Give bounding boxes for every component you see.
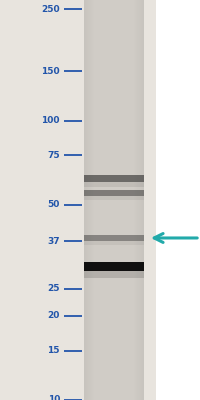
Bar: [141, 0, 142, 400]
Text: 25: 25: [47, 284, 60, 293]
Text: 250: 250: [41, 5, 60, 14]
Bar: [90, 0, 91, 400]
Bar: [142, 0, 143, 400]
Bar: [92, 0, 93, 400]
Text: 10: 10: [48, 396, 60, 400]
Bar: [84, 182, 144, 187]
Bar: [89, 0, 90, 400]
Text: 75: 75: [47, 151, 60, 160]
Bar: [84, 271, 144, 278]
Bar: [140, 0, 141, 400]
Bar: [84, 262, 144, 271]
Bar: [86, 0, 87, 400]
Text: 100: 100: [41, 116, 60, 125]
Bar: [88, 0, 89, 400]
Bar: [84, 0, 144, 400]
Bar: [84, 196, 144, 200]
Bar: [138, 0, 139, 400]
Bar: [143, 0, 144, 400]
Bar: [87, 0, 88, 400]
Bar: [84, 0, 85, 400]
Text: 150: 150: [41, 67, 60, 76]
Bar: [93, 0, 94, 400]
Bar: [91, 0, 92, 400]
Bar: [134, 0, 135, 400]
Bar: [84, 240, 144, 245]
Text: 20: 20: [48, 311, 60, 320]
Bar: [84, 190, 144, 196]
Bar: [85, 0, 86, 400]
Bar: [139, 0, 140, 400]
Bar: [135, 0, 136, 400]
Bar: [84, 235, 144, 240]
Bar: [0, 0, 156, 400]
Text: 15: 15: [47, 346, 60, 355]
Text: 37: 37: [47, 237, 60, 246]
Bar: [84, 175, 144, 182]
Bar: [137, 0, 138, 400]
Text: 50: 50: [48, 200, 60, 209]
Bar: [136, 0, 137, 400]
